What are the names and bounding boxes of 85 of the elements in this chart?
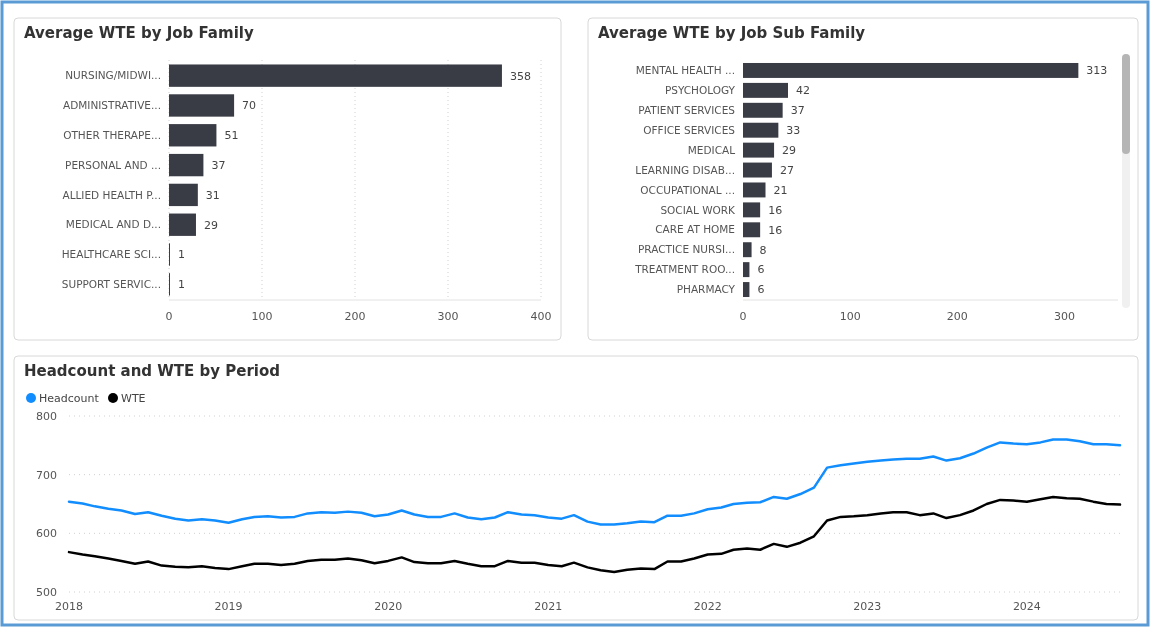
y-tick-label: HEALTHCARE SCI... <box>61 248 161 261</box>
y-tick-label: 600 <box>36 527 57 541</box>
bar <box>169 124 217 147</box>
data-label: 37 <box>790 104 805 118</box>
data-label: 8 <box>759 243 767 257</box>
y-tick-label: OFFICE SERVICES <box>643 123 736 136</box>
y-tick-label: 500 <box>36 585 57 599</box>
y-tick-label: ALLIED HEALTH P... <box>62 188 161 201</box>
data-label: 16 <box>768 223 783 237</box>
data-label: 1 <box>177 248 185 262</box>
data-label: 70 <box>242 99 257 113</box>
y-tick-label: PHARMACY <box>676 283 736 296</box>
data-label: 6 <box>757 283 765 297</box>
y-tick-label: MEDICAL <box>687 143 736 156</box>
data-label: 29 <box>782 143 797 157</box>
y-tick-label: CARE AT HOME <box>655 223 735 236</box>
bar <box>169 94 235 117</box>
bar <box>743 282 750 298</box>
y-tick-label: ADMINISTRATIVE... <box>62 99 161 112</box>
data-label: 16 <box>768 203 783 217</box>
bar <box>743 182 766 198</box>
data-label: 1 <box>177 278 185 292</box>
y-tick-label: OCCUPATIONAL ... <box>640 183 735 196</box>
x-tick-label: 300 <box>1053 310 1075 323</box>
y-tick-label: PERSONAL AND ... <box>65 158 161 171</box>
x-tick-label: 2019 <box>214 600 243 613</box>
bar <box>743 202 761 218</box>
x-tick-label: 100 <box>839 310 861 323</box>
x-tick-label: 2024 <box>1012 600 1041 613</box>
x-tick-label: 200 <box>946 310 968 323</box>
data-label: 6 <box>757 263 765 277</box>
y-tick-label: MENTAL HEALTH ... <box>635 64 735 77</box>
y-tick-label: 800 <box>36 409 57 423</box>
data-label: 33 <box>786 124 801 138</box>
x-tick-label: 0 <box>165 310 173 323</box>
x-tick-label: 100 <box>251 310 273 323</box>
bar <box>743 222 761 238</box>
bar <box>743 162 772 178</box>
bar <box>743 62 1079 78</box>
y-tick-label: NURSING/MIDWI... <box>65 69 161 82</box>
y-tick-label: SUPPORT SERVIC... <box>61 278 161 291</box>
bar <box>169 153 204 177</box>
x-tick-label: 2021 <box>534 600 563 613</box>
data-label: 31 <box>205 188 220 202</box>
y-tick-label: PATIENT SERVICES <box>638 103 736 116</box>
data-label: 21 <box>773 183 788 197</box>
y-tick-label: MEDICAL AND D... <box>65 218 161 231</box>
y-tick-label: OTHER THERAPE... <box>63 128 161 141</box>
data-label: 27 <box>779 163 794 177</box>
bar <box>743 262 750 278</box>
data-label: 29 <box>203 218 218 232</box>
data-label: 51 <box>224 129 239 143</box>
data-label: 37 <box>211 158 226 172</box>
data-label: 358 <box>509 69 531 83</box>
chart-title: Headcount and WTE by Period <box>24 362 281 380</box>
bar <box>743 242 752 258</box>
bar <box>169 64 502 87</box>
data-label: 313 <box>1086 64 1108 78</box>
line-series <box>67 438 1122 526</box>
y-tick-label: SOCIAL WORK <box>660 203 737 216</box>
x-tick-label: 400 <box>530 310 552 323</box>
bar <box>743 102 783 118</box>
data-label: 42 <box>796 84 810 98</box>
bar <box>743 82 788 98</box>
chart-title: Average WTE by Job Sub Family <box>598 24 866 42</box>
bar <box>743 142 775 158</box>
y-tick-label: PRACTICE NURSI... <box>638 243 735 256</box>
chart-title: Average WTE by Job Family <box>24 24 254 42</box>
x-tick-label: 0 <box>739 310 747 323</box>
y-tick-label: PSYCHOLOGY <box>664 84 736 97</box>
y-tick-label: LEARNING DISAB... <box>635 163 735 176</box>
legend-label: Headcount <box>39 391 100 405</box>
line-series <box>67 495 1122 574</box>
x-tick-label: 2018 <box>55 600 83 613</box>
legend-label: WTE <box>121 391 146 405</box>
bar <box>743 122 779 138</box>
x-tick-label: 2023 <box>853 600 882 613</box>
x-tick-label: 2022 <box>693 600 722 613</box>
y-tick-label: TREATMENT ROO... <box>634 263 735 276</box>
x-tick-label: 300 <box>437 310 459 323</box>
x-tick-label: 200 <box>344 310 366 323</box>
y-tick-label: 700 <box>36 468 57 482</box>
bar <box>169 213 196 236</box>
bar <box>169 183 198 207</box>
x-tick-label: 2020 <box>374 600 403 613</box>
